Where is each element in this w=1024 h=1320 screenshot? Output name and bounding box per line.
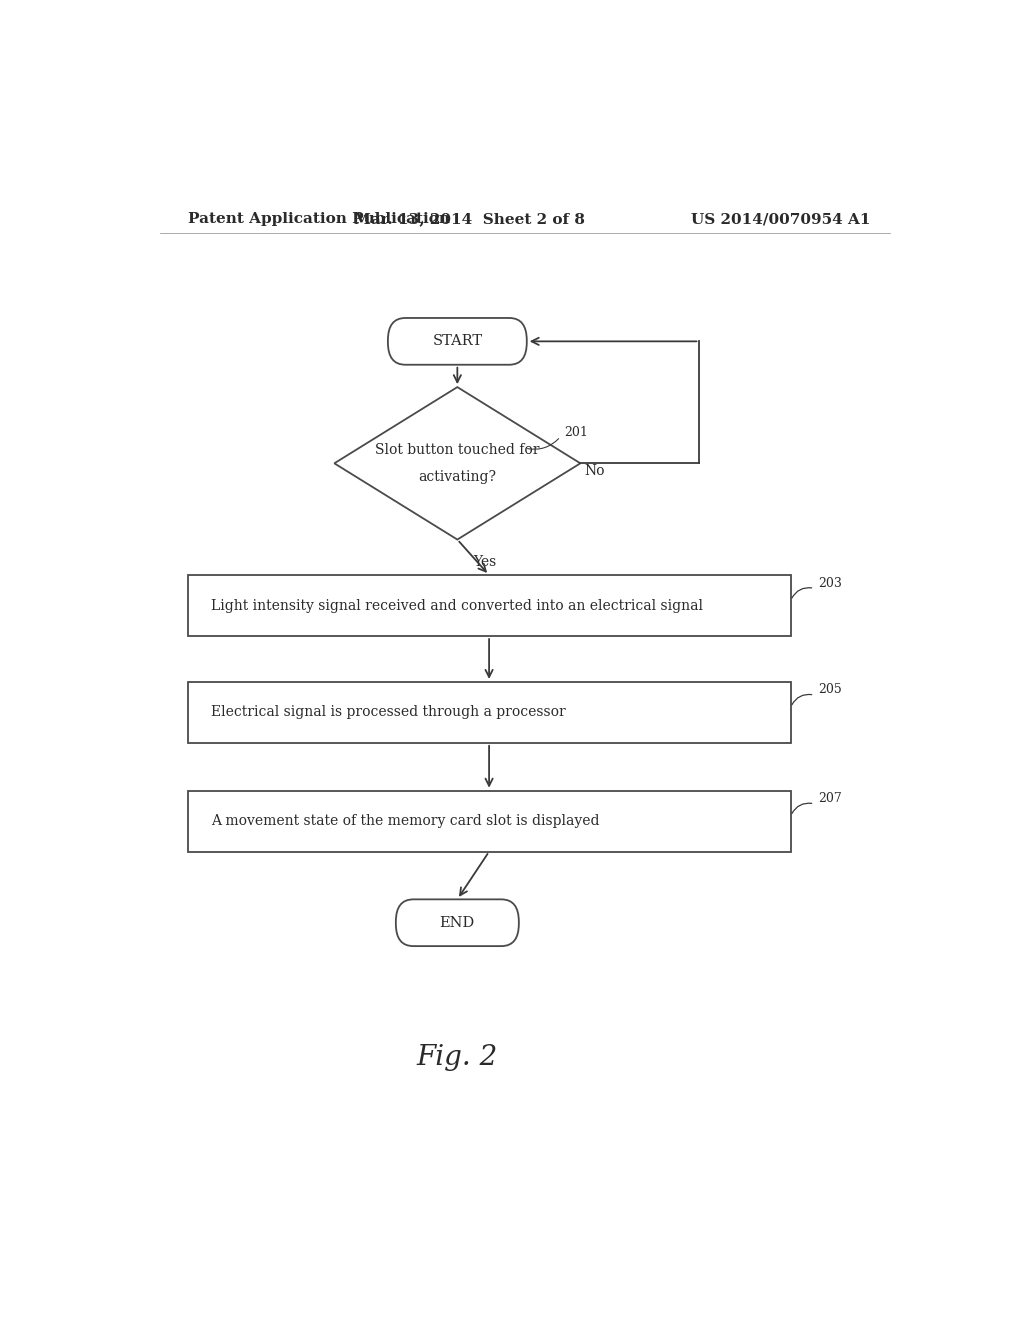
Text: Mar. 13, 2014  Sheet 2 of 8: Mar. 13, 2014 Sheet 2 of 8 (353, 213, 585, 227)
Polygon shape (334, 387, 581, 540)
Text: 205: 205 (818, 684, 842, 697)
Text: Light intensity signal received and converted into an electrical signal: Light intensity signal received and conv… (211, 598, 703, 612)
Text: Electrical signal is processed through a processor: Electrical signal is processed through a… (211, 705, 566, 719)
FancyBboxPatch shape (396, 899, 519, 946)
FancyBboxPatch shape (388, 318, 526, 364)
Text: Patent Application Publication: Patent Application Publication (187, 213, 450, 227)
Text: 207: 207 (818, 792, 842, 805)
Text: 203: 203 (818, 577, 843, 590)
Text: Yes: Yes (473, 554, 497, 569)
Text: Slot button touched for: Slot button touched for (375, 444, 540, 457)
Text: Fig. 2: Fig. 2 (417, 1044, 498, 1072)
Bar (187, 576, 791, 636)
Text: START: START (432, 334, 482, 348)
Bar (187, 682, 791, 743)
Bar (187, 791, 791, 851)
Text: END: END (439, 916, 475, 929)
Text: US 2014/0070954 A1: US 2014/0070954 A1 (690, 213, 870, 227)
Text: activating?: activating? (419, 470, 497, 483)
Text: No: No (585, 465, 605, 478)
Text: 201: 201 (564, 426, 589, 440)
Text: A movement state of the memory card slot is displayed: A movement state of the memory card slot… (211, 814, 600, 828)
